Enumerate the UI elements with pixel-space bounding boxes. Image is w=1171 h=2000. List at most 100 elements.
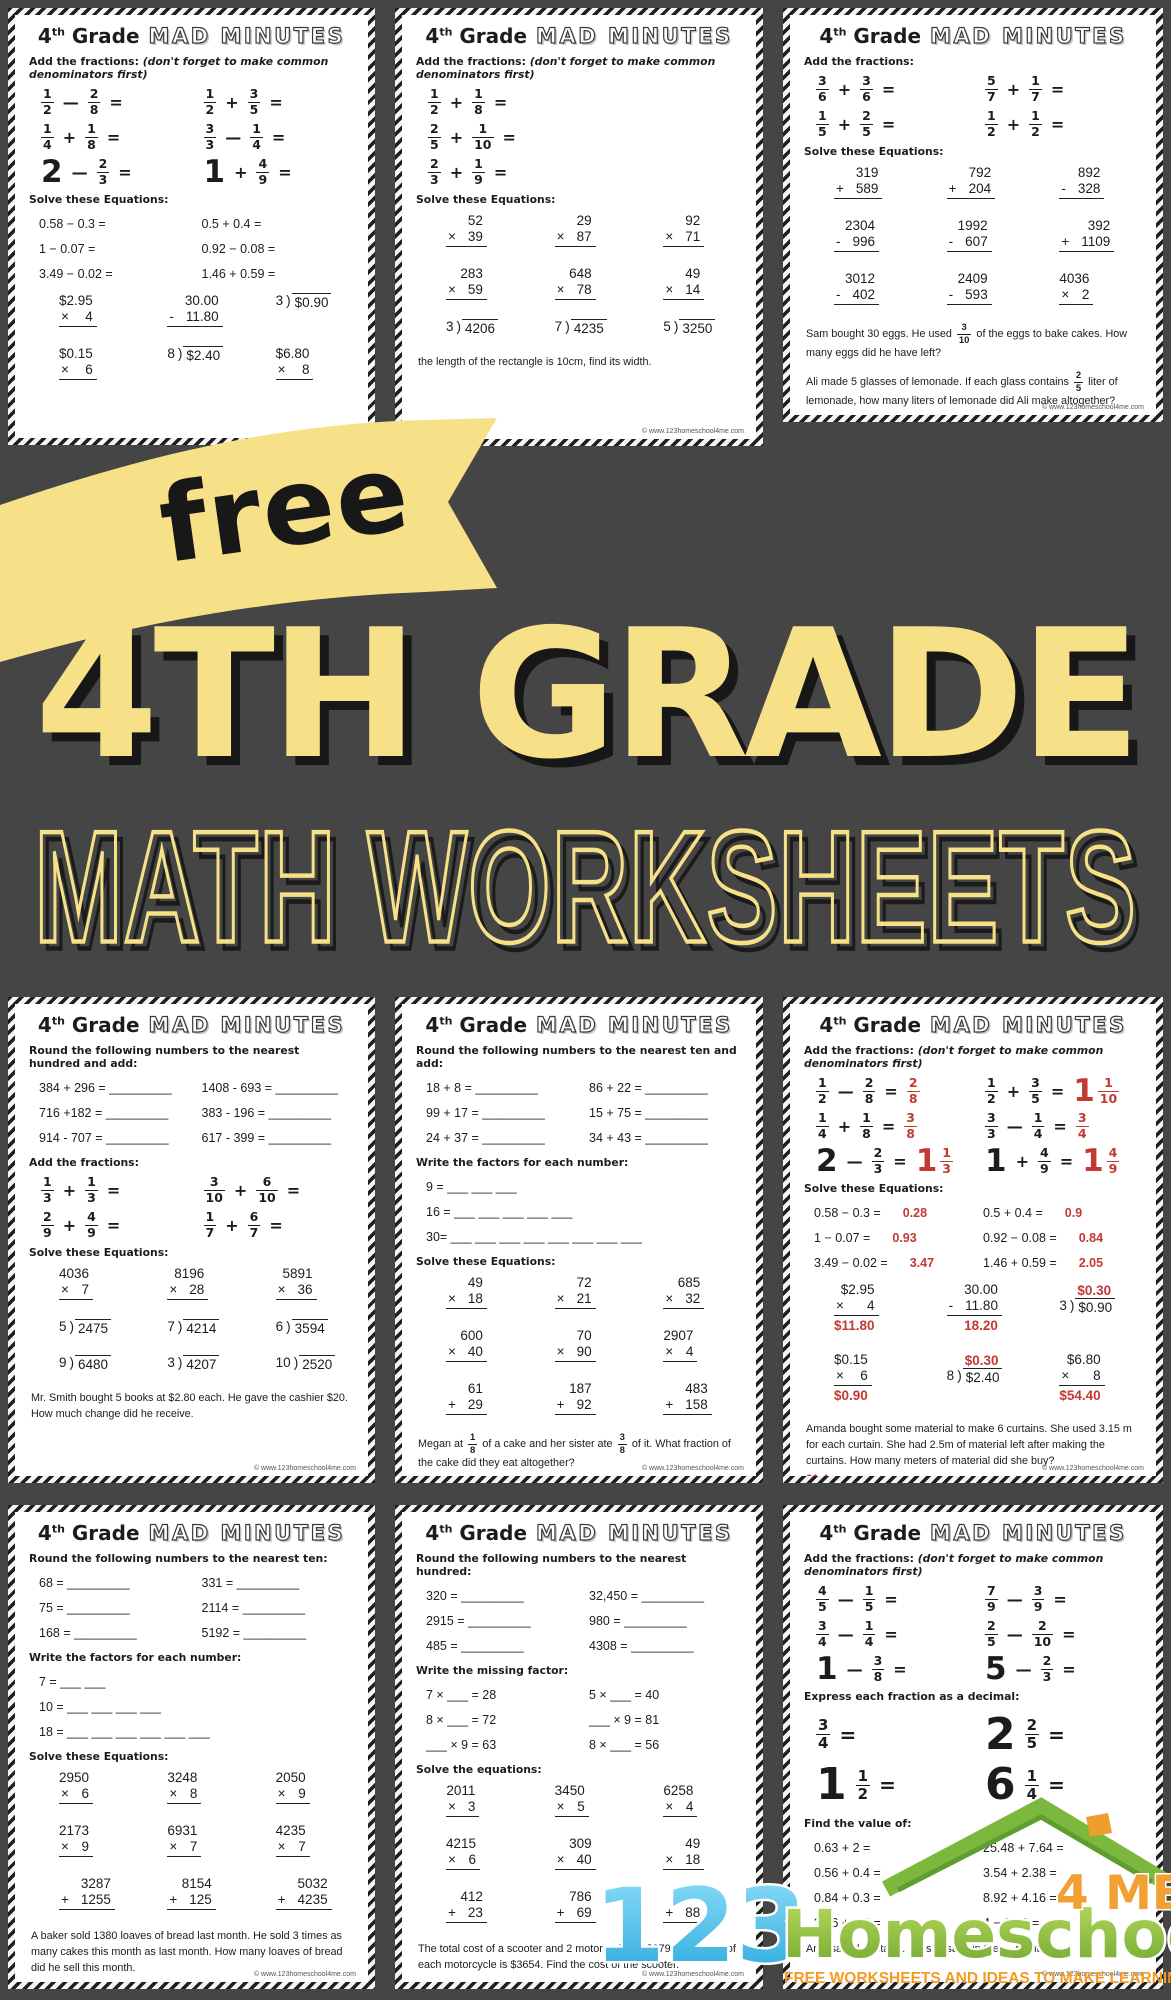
equation-problem: 2114 = _________ <box>192 1601 355 1615</box>
mixed-number: 1 1 10 <box>1073 1072 1120 1109</box>
equation-problem: 99 + 17 = _________ <box>416 1106 579 1120</box>
operator: — <box>837 1589 854 1609</box>
fraction-row: 1 5 +2 5 = 1 2 +1 2 = <box>804 109 1142 138</box>
equation-problem: 86 + 22 = _________ <box>579 1081 742 1095</box>
equation-problem: 0.58 − 0.3 = <box>29 217 192 231</box>
equation: 980 = _________ <box>589 1614 687 1628</box>
arithmetic-problem: 2011 × 3 <box>416 1782 525 1817</box>
equation: 7 × ___ = 28 <box>426 1688 497 1702</box>
arithmetic-problem: 2173 × 9 <box>29 1822 137 1857</box>
worksheet-ws8: 4th Grade MAD MINUTES Round the following … <box>395 1505 763 1989</box>
operand-top: 792 <box>968 165 992 180</box>
fraction-problem: 3 6 +3 6 = <box>804 74 973 103</box>
divisor: 3 <box>167 1355 175 1370</box>
operator: + <box>836 181 844 196</box>
operator: + <box>556 1905 565 1920</box>
dividend: 3250 <box>679 319 716 336</box>
operand-bottom: × 71 <box>663 229 705 247</box>
word-problem: Amy saved a total … did she save in the … <box>806 1941 1140 1957</box>
fraction-row: 2 9 +4 9 = 1 7 +6 7 = <box>29 1209 354 1240</box>
operand-top: 1992 <box>957 218 988 233</box>
equation-row: 18 + 8 = _________ 86 + 22 = _________ <box>416 1081 742 1095</box>
operator: + <box>234 162 248 182</box>
operator: - <box>169 309 174 324</box>
dividend: 2475 <box>75 1319 112 1336</box>
operator: + <box>665 1905 674 1920</box>
section-label: Add the fractions: <box>804 55 914 68</box>
equation-row: 8 × ___ = 72 ___ × 9 = 81 <box>416 1713 742 1727</box>
fraction-row: 2 — 2 3 = 1 +4 9 = <box>29 156 354 187</box>
word-problem: Sam bought 30 eggs. He used 3 10 of the e… <box>806 323 1140 361</box>
operator: + <box>62 1180 77 1200</box>
operand-top: 49 <box>467 1275 483 1290</box>
logo-chimney <box>1086 1813 1112 1837</box>
equation-problem: 8 × ___ = 72 <box>416 1713 579 1727</box>
equation-row: 30= ___ ___ ___ ___ ___ ___ ___ ___ <box>416 1230 742 1244</box>
equation: 168 = _________ <box>39 1626 137 1640</box>
worksheet-ws1: 4th Grade MAD MINUTES Add the fractions: (… <box>8 8 375 445</box>
operand-bottom: × 7 <box>167 1839 202 1857</box>
operator: × <box>556 1344 565 1359</box>
operand-top: 786 <box>569 1889 592 1904</box>
operator: = <box>893 1659 907 1679</box>
operand-top: 4036 <box>59 1266 90 1281</box>
dividend: 4235 <box>570 319 607 336</box>
operand-bottom: × 9 <box>275 1786 310 1804</box>
operand-top: 30.00 <box>964 1282 998 1297</box>
operand-top: 3287 <box>80 1876 111 1891</box>
arithmetic-problem: 61 +29 <box>416 1380 525 1415</box>
answer: 0.28 <box>902 1206 928 1220</box>
logo-roof-shade <box>896 1814 1154 1893</box>
equation: 1 − 0.07 = <box>814 1231 871 1245</box>
fraction-row: 1 4 +1 8 = 3 3 — 1 4 = <box>29 121 354 152</box>
operator: × <box>665 229 674 244</box>
copyright: © www.123homeschool4me.com <box>253 1465 356 1472</box>
arithmetic-problem: 3012-402 <box>804 270 917 305</box>
worksheet-ws5: 4th Grade MAD MINUTES Round the following … <box>395 997 763 1483</box>
operator: - <box>948 287 954 302</box>
operator: × <box>665 282 674 297</box>
worksheet-ws9: 4th Grade MAD MINUTES Add the fractions: (… <box>783 1505 1163 1989</box>
equation-problem: 2915 = _________ <box>416 1614 579 1628</box>
equation: 8 × ___ = 72 <box>426 1713 497 1727</box>
operator: + <box>62 127 77 147</box>
equation: 716 +182 = _________ <box>39 1106 169 1120</box>
operator: × <box>556 282 565 297</box>
equation-problem: 0.63 + 2 = <box>804 1841 973 1855</box>
operator: × <box>61 1282 69 1297</box>
grade-label: 4th Grade <box>37 1013 140 1037</box>
operator: × <box>277 1839 286 1854</box>
operand-top: $2.95 <box>59 293 93 308</box>
operand-bottom: × 7 <box>275 1839 310 1857</box>
equation-row: 10 = ___ ___ ___ ___ <box>29 1700 354 1714</box>
division-bracket: ) <box>565 319 570 334</box>
equation-row: 168 = _________ 5192 = _________ <box>29 1626 354 1640</box>
fraction: 1 10 <box>1097 1075 1120 1106</box>
operand-bottom: +589 <box>834 181 883 199</box>
equation: 1.46 + 0.59 = <box>983 1256 1057 1270</box>
operator: × <box>169 1786 178 1801</box>
operator: × <box>665 1799 674 1814</box>
fraction-problem: 2 5 +1 10 = <box>416 122 742 151</box>
equation-problem: 24 + 37 = _________ <box>416 1131 579 1145</box>
operand-bottom: × 14 <box>663 282 705 300</box>
equation-problem: 15 + 75 = _________ <box>579 1106 742 1120</box>
operand-top: 187 <box>569 1381 592 1396</box>
operator: = <box>286 1180 301 1200</box>
operand-bottom: × 5 <box>554 1799 589 1817</box>
operator: = <box>106 1180 121 1200</box>
arithmetic-problem: 49 × 14 <box>633 265 742 300</box>
arithmetic-problem: 29 × 87 <box>525 212 634 247</box>
operator: — <box>1006 1589 1023 1609</box>
operand-top: 2304 <box>844 218 876 233</box>
operator: - <box>836 234 841 249</box>
equation-problem: 617 - 399 = _________ <box>192 1131 355 1145</box>
operand-top: 685 <box>677 1275 701 1290</box>
equation: ___ × 9 = 63 <box>426 1738 497 1752</box>
equation-row: 0.56 + 0.4 = 3.54 + 2.38 = <box>804 1866 1142 1880</box>
section-label: Add the fractions: (don't forget to make… <box>29 55 329 81</box>
equation-problem: 3.54 + 2.38 = <box>973 1866 1142 1880</box>
section-label: Write the factors for each number: <box>29 1651 242 1664</box>
